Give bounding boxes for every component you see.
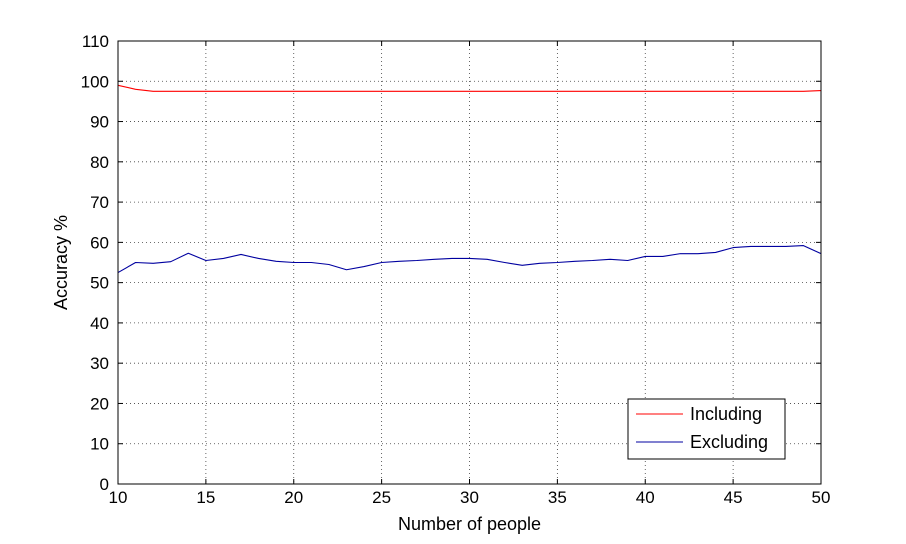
x-axis-label: Number of people (398, 514, 541, 534)
y-tick-label-100: 100 (81, 72, 109, 91)
x-tick-label-30: 30 (460, 488, 479, 507)
y-tick-label-60: 60 (90, 233, 109, 252)
series-layer (117, 84, 822, 274)
y-tick-label-110: 110 (82, 32, 109, 51)
y-tick-label-50: 50 (90, 274, 109, 293)
x-tick-label-25: 25 (372, 488, 391, 507)
x-tick-label-50: 50 (812, 488, 831, 507)
y-tick-label-40: 40 (90, 314, 109, 333)
ticks (117, 40, 822, 485)
y-axis-label: Accuracy % (51, 215, 71, 310)
x-tick-label-35: 35 (548, 488, 567, 507)
y-tick-label-30: 30 (90, 354, 109, 373)
legend-box (627, 398, 786, 460)
y-tick-label-80: 80 (90, 153, 109, 172)
y-tick-label-10: 10 (90, 435, 109, 454)
x-tick-label-45: 45 (724, 488, 743, 507)
y-tick-label-70: 70 (90, 193, 109, 212)
x-tick-label-15: 15 (196, 488, 215, 507)
x-tick-label-40: 40 (636, 488, 655, 507)
x-tick-label-20: 20 (284, 488, 303, 507)
series-line-including (117, 84, 822, 92)
y-tick-label-20: 20 (90, 394, 109, 413)
y-tick-labels: 0 10 20 30 40 50 60 70 80 90 100 110 (81, 32, 109, 494)
series-line-excluding (117, 245, 822, 274)
y-tick-label-0: 0 (100, 475, 109, 494)
legend-label-including: Including (690, 404, 762, 424)
x-tick-label-10: 10 (109, 488, 128, 507)
x-tick-labels: 10 15 20 25 30 35 40 45 50 (109, 488, 831, 507)
legend: Including Excluding (627, 398, 786, 460)
y-tick-label-90: 90 (90, 113, 109, 132)
legend-label-excluding: Excluding (690, 432, 768, 452)
